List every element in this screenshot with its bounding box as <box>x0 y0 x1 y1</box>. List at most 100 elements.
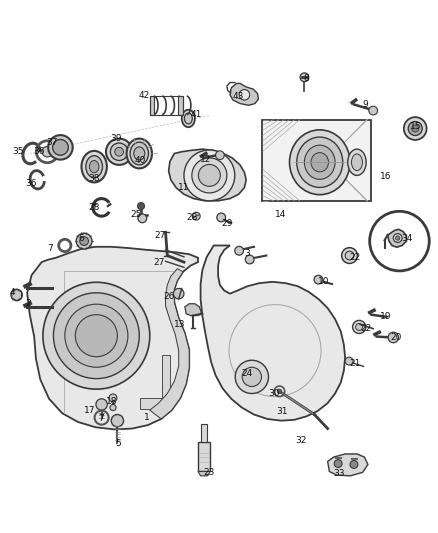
Text: 1: 1 <box>144 413 150 422</box>
Text: 42: 42 <box>139 91 150 100</box>
Text: 31: 31 <box>277 407 288 416</box>
Text: 34: 34 <box>402 233 413 243</box>
Text: 11: 11 <box>178 183 190 192</box>
Circle shape <box>350 461 358 469</box>
Circle shape <box>53 293 139 378</box>
Circle shape <box>242 367 261 386</box>
Polygon shape <box>198 472 210 476</box>
Circle shape <box>345 251 354 260</box>
Circle shape <box>356 324 363 330</box>
Circle shape <box>53 140 68 155</box>
Text: 9: 9 <box>363 100 369 109</box>
Text: 25: 25 <box>130 211 141 219</box>
Circle shape <box>111 415 124 427</box>
Polygon shape <box>328 454 368 476</box>
Text: 41: 41 <box>191 110 202 118</box>
Circle shape <box>369 106 378 115</box>
Text: 22: 22 <box>349 253 360 262</box>
Circle shape <box>110 405 116 410</box>
Text: 5: 5 <box>115 439 121 448</box>
Text: 28: 28 <box>186 213 198 222</box>
Ellipse shape <box>290 130 350 195</box>
Circle shape <box>404 117 427 140</box>
Circle shape <box>370 211 429 271</box>
Circle shape <box>334 459 342 467</box>
Circle shape <box>110 143 128 160</box>
Text: 19: 19 <box>380 312 391 321</box>
Text: 32: 32 <box>296 437 307 446</box>
Text: 13: 13 <box>174 320 185 329</box>
Ellipse shape <box>297 137 343 188</box>
Ellipse shape <box>127 139 152 168</box>
Polygon shape <box>185 304 201 316</box>
Ellipse shape <box>184 113 192 124</box>
Circle shape <box>217 213 226 222</box>
Circle shape <box>173 288 184 299</box>
Text: 40: 40 <box>134 156 146 165</box>
Circle shape <box>408 122 422 135</box>
Circle shape <box>393 233 402 243</box>
Circle shape <box>342 248 357 263</box>
Circle shape <box>192 212 200 220</box>
Bar <box>150 96 183 115</box>
Text: 38: 38 <box>88 174 100 183</box>
Ellipse shape <box>182 110 195 127</box>
Text: 12: 12 <box>200 155 212 164</box>
Circle shape <box>42 147 53 157</box>
Text: 39: 39 <box>110 134 122 143</box>
Text: 33: 33 <box>334 469 345 478</box>
Text: 14: 14 <box>275 211 286 219</box>
Circle shape <box>11 289 22 301</box>
Circle shape <box>239 90 250 100</box>
Text: 24: 24 <box>242 369 253 378</box>
Text: 6: 6 <box>78 233 84 243</box>
Polygon shape <box>230 84 258 106</box>
Bar <box>201 424 207 442</box>
Circle shape <box>412 125 419 132</box>
Circle shape <box>109 394 117 402</box>
Circle shape <box>115 147 124 156</box>
Text: 28: 28 <box>88 203 100 212</box>
Text: 2: 2 <box>26 299 31 308</box>
Text: 21: 21 <box>349 359 360 368</box>
Polygon shape <box>150 269 189 419</box>
Text: 22: 22 <box>360 324 371 333</box>
Text: 23: 23 <box>204 468 215 477</box>
Bar <box>178 96 183 115</box>
Circle shape <box>353 320 366 334</box>
Bar <box>262 120 371 201</box>
Text: 36: 36 <box>25 179 36 188</box>
Circle shape <box>388 332 399 343</box>
Circle shape <box>198 165 220 187</box>
Bar <box>198 442 210 472</box>
Text: 4: 4 <box>10 288 15 297</box>
Circle shape <box>76 233 92 249</box>
Circle shape <box>314 275 323 284</box>
Ellipse shape <box>351 154 362 171</box>
Polygon shape <box>27 247 198 430</box>
Text: 37: 37 <box>46 139 57 148</box>
Ellipse shape <box>304 145 335 179</box>
Circle shape <box>65 304 128 367</box>
Ellipse shape <box>134 147 145 160</box>
Text: 7: 7 <box>47 245 53 254</box>
Text: 27: 27 <box>153 259 164 268</box>
Bar <box>150 96 154 115</box>
Circle shape <box>48 135 73 159</box>
Circle shape <box>345 357 353 365</box>
Circle shape <box>75 314 117 357</box>
Text: 8: 8 <box>304 74 310 83</box>
Circle shape <box>138 203 145 209</box>
Text: 27: 27 <box>154 231 166 240</box>
Polygon shape <box>12 289 21 301</box>
Circle shape <box>277 389 282 393</box>
Text: 30: 30 <box>268 389 279 398</box>
Ellipse shape <box>89 160 99 173</box>
Text: 17: 17 <box>84 406 95 415</box>
Text: 26: 26 <box>163 292 174 301</box>
Text: 43: 43 <box>233 92 244 101</box>
Polygon shape <box>169 149 246 201</box>
Circle shape <box>235 360 268 393</box>
Polygon shape <box>388 229 406 247</box>
Text: 18: 18 <box>106 397 117 406</box>
